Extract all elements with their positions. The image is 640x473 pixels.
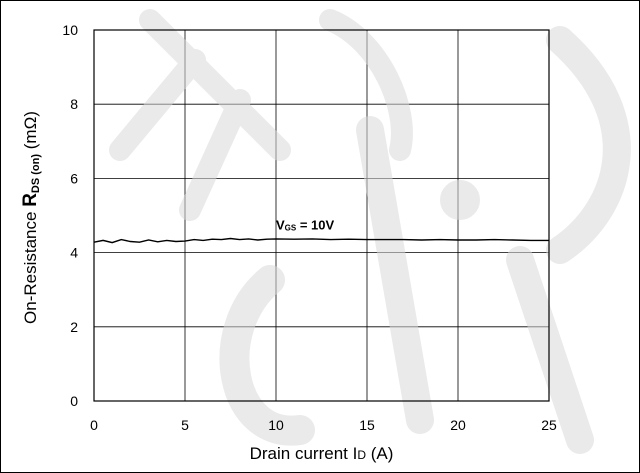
x-tick-label: 5: [181, 417, 189, 433]
x-tick-label: 15: [359, 417, 375, 433]
x-axis-title: Drain current ID (A): [250, 444, 394, 463]
plot-border: [93, 29, 550, 402]
x-tick-label: 10: [268, 417, 284, 433]
plot-area: [93, 29, 550, 402]
y-tick-label: 2: [70, 319, 78, 335]
y-tick-label: 6: [70, 170, 78, 186]
watermark: [109, 9, 631, 454]
y-tick-label: 0: [70, 393, 78, 409]
series-line: [93, 237, 549, 244]
y-tick-label: 10: [62, 22, 78, 38]
x-tick-label: 20: [450, 417, 466, 433]
x-tick-label: 25: [541, 417, 557, 433]
x-tick-label: 0: [90, 417, 98, 433]
series-annotation: VGS = 10V: [276, 218, 335, 233]
y-tick-label: 4: [70, 245, 78, 261]
y-tick-label: 8: [70, 96, 78, 112]
y-axis-title: On-Resistance RDS (on) (mΩ): [20, 111, 42, 324]
tick-labels: 0 5 10 15 20 25 0 2 4 6 8 10: [62, 22, 557, 433]
